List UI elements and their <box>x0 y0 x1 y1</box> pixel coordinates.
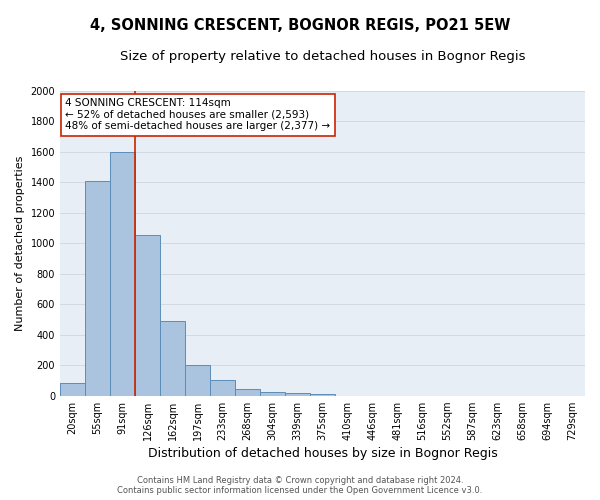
Text: 4 SONNING CRESCENT: 114sqm
← 52% of detached houses are smaller (2,593)
48% of s: 4 SONNING CRESCENT: 114sqm ← 52% of deta… <box>65 98 331 132</box>
Bar <box>135 236 160 396</box>
X-axis label: Distribution of detached houses by size in Bognor Regis: Distribution of detached houses by size … <box>148 447 497 460</box>
Title: Size of property relative to detached houses in Bognor Regis: Size of property relative to detached ho… <box>120 50 525 63</box>
Bar <box>85 180 110 396</box>
Bar <box>310 394 335 396</box>
Bar <box>285 394 310 396</box>
Text: 4, SONNING CRESCENT, BOGNOR REGIS, PO21 5EW: 4, SONNING CRESCENT, BOGNOR REGIS, PO21 … <box>90 18 510 32</box>
Bar <box>235 389 260 396</box>
Text: Contains HM Land Registry data © Crown copyright and database right 2024.
Contai: Contains HM Land Registry data © Crown c… <box>118 476 482 495</box>
Bar <box>110 152 135 396</box>
Bar <box>160 321 185 396</box>
Bar <box>60 384 85 396</box>
Bar <box>185 365 210 396</box>
Y-axis label: Number of detached properties: Number of detached properties <box>15 156 25 331</box>
Bar <box>210 380 235 396</box>
Bar <box>260 392 285 396</box>
